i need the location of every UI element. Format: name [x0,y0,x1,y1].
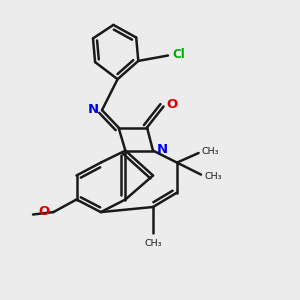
Text: O: O [38,205,50,218]
Text: CH₃: CH₃ [202,147,219,156]
Text: N: N [87,103,98,116]
Text: N: N [157,143,168,156]
Text: Cl: Cl [172,48,185,61]
Text: O: O [167,98,178,112]
Text: CH₃: CH₃ [144,239,162,248]
Text: CH₃: CH₃ [204,172,221,181]
